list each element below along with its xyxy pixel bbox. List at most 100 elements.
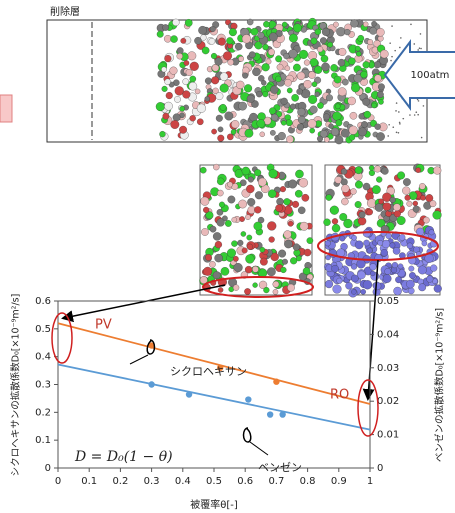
particle bbox=[429, 230, 435, 236]
particle bbox=[275, 76, 281, 82]
particle bbox=[247, 95, 255, 103]
particle bbox=[324, 219, 331, 226]
particle bbox=[295, 170, 303, 178]
particle bbox=[227, 249, 236, 258]
particle bbox=[358, 217, 366, 225]
particle bbox=[374, 166, 381, 173]
y2-tick-label: 0.04 bbox=[377, 329, 399, 340]
particle bbox=[188, 52, 197, 61]
leader bbox=[130, 355, 148, 364]
particle bbox=[352, 235, 357, 240]
particle bbox=[378, 36, 384, 42]
particle bbox=[263, 287, 269, 293]
particle bbox=[284, 79, 291, 86]
particle bbox=[418, 100, 420, 102]
particle bbox=[355, 241, 363, 249]
leader bbox=[250, 442, 268, 455]
particle bbox=[233, 285, 239, 291]
particle bbox=[159, 131, 165, 137]
particle bbox=[397, 216, 406, 225]
particle bbox=[297, 72, 305, 80]
particle bbox=[406, 280, 414, 288]
particle bbox=[186, 69, 193, 76]
particle bbox=[418, 284, 425, 291]
particle bbox=[373, 282, 381, 290]
x-tick-label: 0.2 bbox=[112, 476, 128, 487]
particle bbox=[327, 42, 332, 47]
particle bbox=[338, 88, 346, 96]
particle bbox=[290, 104, 296, 110]
x-tick-label: 0.9 bbox=[331, 476, 347, 487]
y2-tick-label: 0.03 bbox=[377, 363, 399, 374]
particle bbox=[367, 248, 372, 253]
particle bbox=[280, 186, 286, 192]
particle bbox=[293, 244, 300, 251]
particle bbox=[413, 201, 418, 206]
particle bbox=[317, 136, 323, 142]
particle bbox=[253, 283, 258, 288]
formula: D = D₀(1 − θ) bbox=[74, 449, 173, 465]
particle bbox=[399, 122, 401, 124]
particle bbox=[218, 287, 223, 292]
particle bbox=[405, 195, 411, 201]
particle bbox=[426, 276, 433, 283]
particle bbox=[182, 91, 190, 99]
particle bbox=[220, 84, 229, 93]
particle bbox=[348, 58, 355, 65]
particle bbox=[231, 120, 239, 128]
particle bbox=[408, 288, 414, 294]
particle bbox=[241, 231, 246, 236]
particle bbox=[238, 200, 246, 208]
particle bbox=[333, 22, 338, 27]
cyclohexane-label: シクロヘキサン bbox=[170, 365, 247, 378]
particle bbox=[286, 136, 293, 143]
particle bbox=[304, 60, 310, 66]
particle bbox=[325, 240, 331, 246]
particle bbox=[200, 167, 206, 173]
particle bbox=[391, 56, 393, 58]
particle bbox=[211, 53, 217, 59]
particle bbox=[271, 114, 278, 121]
particle bbox=[292, 201, 299, 208]
particle bbox=[356, 51, 361, 56]
particle bbox=[336, 27, 345, 36]
particle bbox=[201, 228, 208, 235]
particle bbox=[419, 183, 425, 189]
particle bbox=[397, 172, 405, 180]
particle bbox=[198, 26, 206, 34]
particle bbox=[423, 217, 429, 223]
particle bbox=[239, 216, 244, 221]
particle bbox=[363, 280, 372, 289]
particle bbox=[275, 56, 282, 63]
particle bbox=[246, 185, 254, 193]
particle bbox=[393, 247, 400, 254]
particle bbox=[270, 130, 275, 135]
particle bbox=[357, 260, 366, 269]
particle bbox=[181, 38, 186, 43]
particle bbox=[219, 202, 225, 208]
particle bbox=[299, 50, 308, 59]
particle bbox=[275, 205, 282, 212]
x-tick-label: 0.4 bbox=[175, 476, 191, 487]
particle bbox=[332, 265, 339, 272]
particle bbox=[336, 120, 343, 127]
particle bbox=[269, 108, 276, 115]
particle bbox=[386, 233, 392, 239]
particle bbox=[311, 38, 317, 44]
particle bbox=[331, 128, 339, 136]
particle bbox=[400, 37, 402, 39]
particle bbox=[317, 102, 323, 108]
y-tick-label: 0.4 bbox=[35, 352, 51, 363]
particle bbox=[369, 170, 375, 176]
particle bbox=[390, 197, 396, 203]
particle bbox=[296, 256, 301, 261]
particle bbox=[234, 263, 243, 272]
particle bbox=[324, 137, 329, 142]
particle bbox=[247, 244, 253, 250]
particle bbox=[396, 102, 398, 104]
particle bbox=[433, 167, 441, 175]
particle bbox=[263, 21, 269, 27]
highlight bbox=[52, 313, 72, 363]
particle bbox=[267, 221, 276, 230]
x-tick-label: 0.7 bbox=[268, 476, 284, 487]
